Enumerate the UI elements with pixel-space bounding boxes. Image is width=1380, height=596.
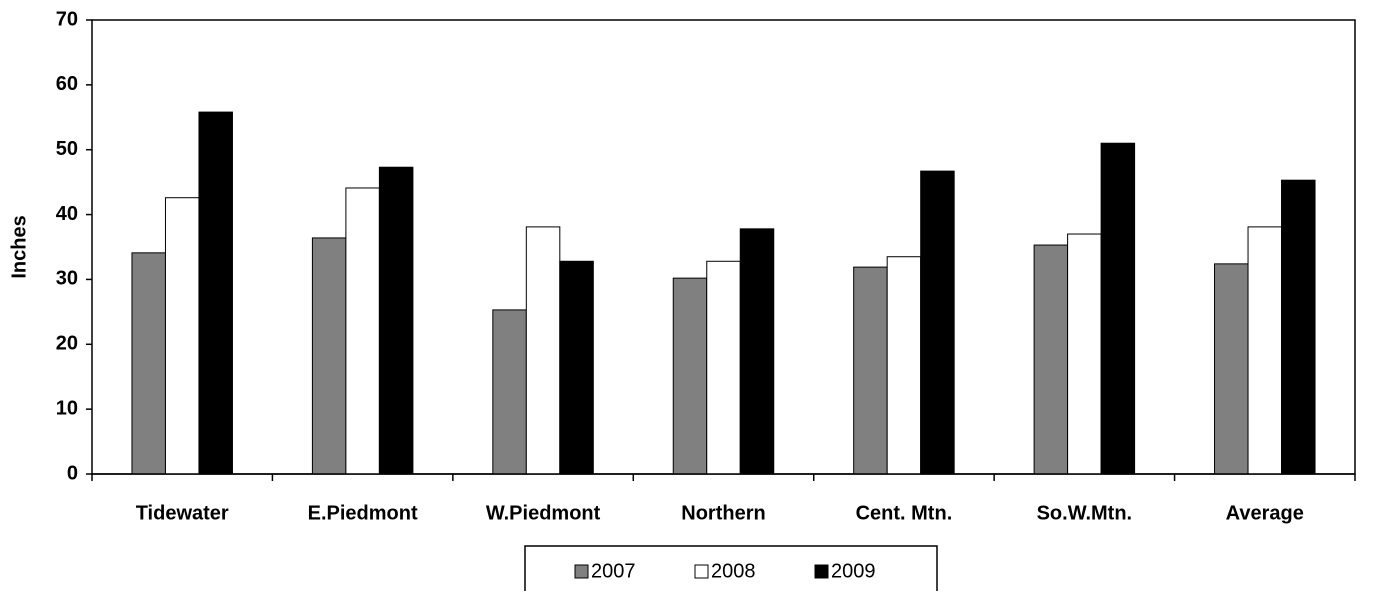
bar	[706, 260, 741, 475]
bar	[739, 228, 775, 475]
bar	[1033, 244, 1069, 475]
bar	[886, 256, 922, 475]
bar	[920, 170, 955, 475]
y-tick-label: 10	[56, 397, 78, 419]
bar	[131, 252, 166, 475]
bar	[1214, 263, 1249, 475]
bar	[672, 277, 708, 475]
bar	[559, 260, 594, 475]
bar	[1100, 142, 1136, 475]
bar	[1067, 233, 1102, 475]
bar	[853, 266, 888, 475]
y-tick-label: 40	[56, 203, 78, 225]
x-tick-label: Northern	[681, 502, 765, 524]
x-tick-label: Tidewater	[136, 502, 229, 524]
bar	[345, 187, 380, 475]
bar	[1247, 226, 1283, 475]
bar	[1281, 179, 1316, 475]
legend-swatch	[694, 564, 709, 579]
y-tick-label: 60	[56, 73, 78, 95]
y-tick-label: 50	[56, 138, 78, 160]
y-tick-label: 30	[56, 268, 78, 290]
bar	[378, 166, 414, 475]
bar	[492, 309, 527, 475]
legend-label: 2009	[831, 560, 876, 582]
legend-swatch	[814, 564, 829, 579]
y-axis-label: Inches	[8, 215, 30, 278]
legend-label: 2007	[591, 560, 636, 582]
bar	[164, 197, 200, 475]
y-tick-label: 70	[56, 8, 78, 30]
bar	[198, 111, 233, 475]
y-tick-label: 20	[56, 333, 78, 355]
bar	[525, 226, 561, 475]
x-tick-label: So.W.Mtn.	[1037, 502, 1133, 524]
x-tick-label: W.Piedmont	[486, 502, 601, 524]
x-tick-label: Average	[1226, 502, 1304, 524]
legend-box	[524, 545, 938, 596]
y-tick-label: 0	[67, 462, 78, 484]
x-tick-label: Cent. Mtn.	[856, 502, 953, 524]
bar	[311, 237, 347, 475]
legend-label: 2008	[711, 560, 756, 582]
x-tick-label: E.Piedmont	[308, 502, 418, 524]
legend-swatch	[574, 564, 589, 579]
